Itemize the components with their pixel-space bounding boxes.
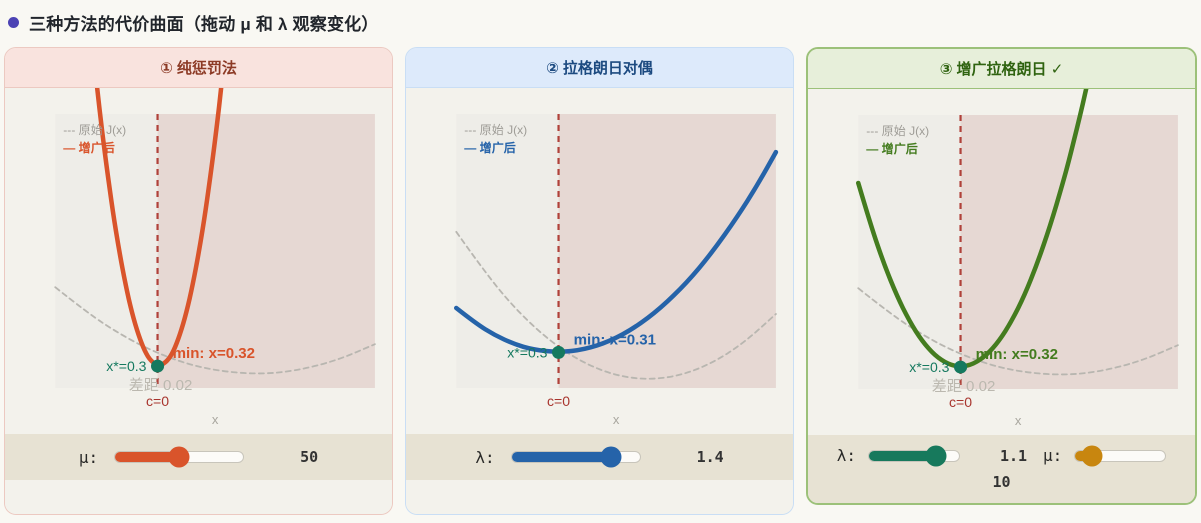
panels-container: ① 纯惩罚法 差距 0.02 x*=0.3 min: x=0.32 c=0 x --- 原… (4, 47, 1197, 515)
min-point-dot (954, 360, 968, 374)
mu-slider-label: μ: (78, 447, 99, 467)
legend-augmented: — 增广后 (866, 141, 918, 156)
legend-augmented: — 增广后 (464, 140, 516, 155)
panel-footer (406, 480, 793, 514)
original-cost-curve (455, 230, 777, 380)
panel-header-augmented-lagrangian: ③ 增广拉格朗日 ✓ (808, 49, 1195, 89)
panel-pure-penalty: ① 纯惩罚法 差距 0.02 x*=0.3 min: x=0.32 c=0 x --- 原… (4, 47, 393, 515)
xstar-label: x*=0.3 (909, 359, 949, 375)
x-axis-label: x (1015, 413, 1022, 428)
controls-row: λ: 1.4 (406, 434, 793, 480)
mu-slider-value: 50 (300, 448, 319, 466)
panel-lagrangian-dual: ② 拉格朗日对偶 x*=0.3 min: x=0.31 c=0 x --- 原始 J(x… (405, 47, 794, 515)
slider-fill (115, 452, 180, 462)
mu-slider[interactable] (1074, 445, 1167, 466)
constraint-label: c=0 (146, 393, 169, 409)
mu-slider[interactable] (114, 446, 245, 468)
plot-background (858, 115, 1178, 389)
mu-slider-label: μ: (1043, 446, 1063, 465)
xstar-label: x*=0.3 (106, 358, 146, 374)
cost-curve-chart: 差距 0.02 x*=0.3 min: x=0.32 c=0 x --- 原始 J(x) —… (855, 89, 1179, 428)
min-label: min: x=0.31 (574, 331, 656, 348)
panel-augmented-lagrangian: ③ 增广拉格朗日 ✓ 差距 0.02 x*=0.3 min: x=0.32 c=0 x -… (806, 47, 1197, 505)
gap-label: 差距 0.02 (932, 378, 996, 395)
panel-footer (5, 480, 392, 514)
page-title: 三种方法的代价曲面（拖动 μ 和 λ 观察变化） (29, 15, 379, 34)
infeasible-region (157, 114, 375, 388)
slider-thumb[interactable] (925, 445, 947, 466)
controls-row: λ: 1.1 μ: 10 (808, 435, 1195, 503)
min-point-dot (151, 359, 165, 373)
augmented-cost-curve (453, 149, 779, 354)
plot-area-pure-penalty: 差距 0.02 x*=0.3 min: x=0.32 c=0 x --- 原始 J(x) —… (5, 88, 392, 434)
plot-background (55, 114, 375, 388)
xstar-label: x*=0.3 (507, 344, 547, 360)
plot-area-lagrangian-dual: x*=0.3 min: x=0.31 c=0 x --- 原始 J(x) — 增广后 (406, 88, 793, 434)
lambda-slider[interactable] (510, 446, 641, 468)
panel-header-lagrangian-dual: ② 拉格朗日对偶 (406, 48, 793, 88)
legend-augmented: — 增广后 (63, 140, 115, 155)
lambda-slider-label: λ: (836, 446, 856, 465)
slider-thumb[interactable] (600, 446, 622, 468)
x-axis-label: x (613, 412, 620, 427)
lambda-slider-label: λ: (475, 447, 495, 467)
original-cost-curve (54, 286, 376, 375)
lambda-slider[interactable] (867, 445, 960, 466)
lambda-slider-value: 1.4 (696, 448, 724, 466)
cost-curve-chart: x*=0.3 min: x=0.31 c=0 x --- 原始 J(x) — 增广后 (453, 114, 779, 427)
cost-curve-chart: 差距 0.02 x*=0.3 min: x=0.32 c=0 x --- 原始 J(x) —… (54, 88, 376, 427)
mu-value-row: 10 (816, 471, 1187, 495)
panel-header-pure-penalty: ① 纯惩罚法 (5, 48, 392, 88)
min-point-dot (552, 345, 566, 359)
panel-title: ③ 增广拉格朗日 ✓ (939, 61, 1064, 78)
panel-title: ① 纯惩罚法 (160, 60, 237, 77)
legend-original: --- 原始 J(x) (866, 124, 929, 138)
slider-fill (868, 450, 936, 461)
constraint-label: c=0 (547, 393, 570, 409)
slider-thumb[interactable] (1081, 445, 1102, 466)
legend-original: --- 原始 J(x) (464, 123, 527, 137)
gap-label: 差距 0.02 (129, 377, 193, 394)
panel-title: ② 拉格朗日对偶 (546, 60, 653, 77)
lambda-slider-value: 1.1 (999, 446, 1028, 465)
bullet-icon (8, 17, 19, 28)
plot-area-augmented-lagrangian: 差距 0.02 x*=0.3 min: x=0.32 c=0 x --- 原始 J(x) —… (808, 89, 1195, 435)
augmented-cost-curve (855, 89, 1089, 369)
infeasible-region (558, 114, 776, 388)
title-row: 三种方法的代价曲面（拖动 μ 和 λ 观察变化） (8, 10, 1197, 35)
min-label: min: x=0.32 (173, 345, 255, 362)
legend-original: --- 原始 J(x) (63, 123, 126, 137)
mu-slider-value: 10 (992, 473, 1011, 491)
slider-thumb[interactable] (168, 446, 190, 468)
controls-row: μ: 50 (5, 434, 392, 480)
lambda-control-group: λ: 1.1 (836, 445, 1028, 466)
x-axis-label: x (212, 412, 219, 427)
slider-fill (511, 452, 612, 462)
mu-control-group: μ: (1043, 445, 1167, 466)
constraint-label: c=0 (949, 394, 972, 410)
min-label: min: x=0.32 (976, 346, 1058, 363)
